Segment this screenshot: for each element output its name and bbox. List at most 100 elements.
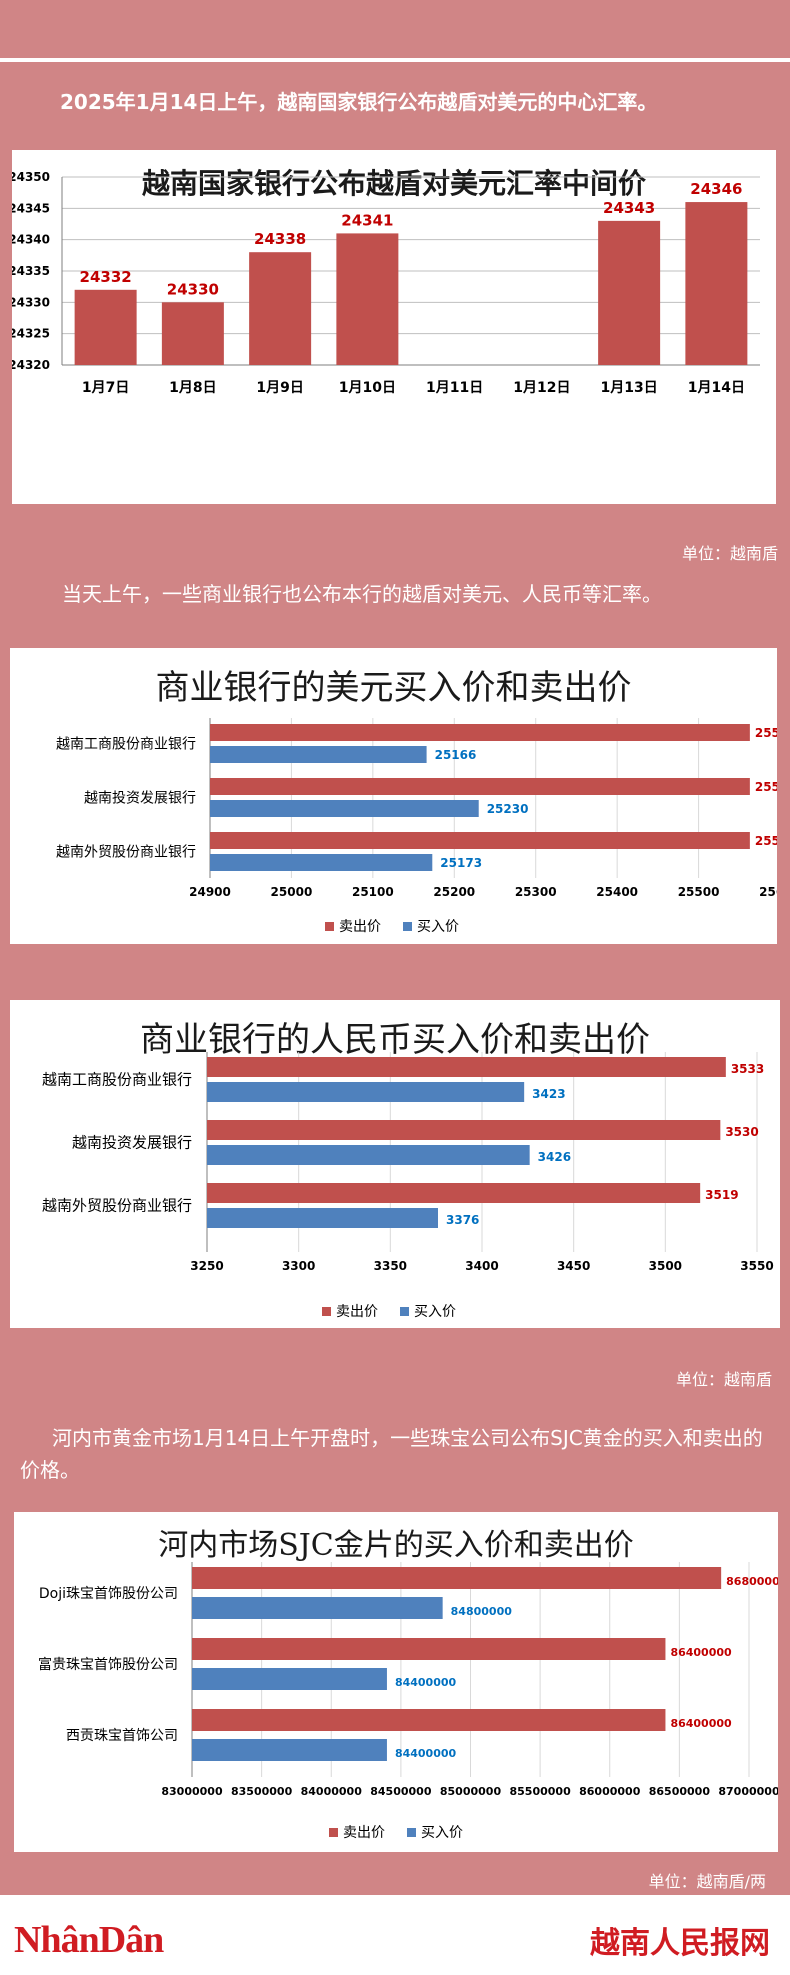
gold-price-chart-title: 河内市场SJC金片的买入价和卖出价 [158, 1528, 634, 1563]
x-tick-label: 3500 [649, 1259, 682, 1273]
y-tick-label: 24345 [12, 201, 50, 215]
bar [74, 289, 137, 365]
sell-data-label: 3530 [725, 1125, 758, 1139]
legend-buy-swatch [403, 922, 412, 931]
sell-bar [210, 832, 750, 849]
y-tick-label: 24325 [12, 327, 50, 341]
x-tick-label: 1月10日 [339, 380, 396, 396]
category-label: 越南投资发展银行 [84, 791, 196, 807]
sell-bar [192, 1709, 666, 1731]
bar [685, 202, 748, 365]
x-tick-label: 83000000 [161, 1785, 223, 1798]
legend-buy-label: 买入价 [417, 919, 459, 935]
data-label: 24330 [167, 280, 219, 298]
x-tick-label: 1月12日 [513, 380, 570, 396]
usd-rate-chart-panel: 商业银行的美元买入价和卖出价 24900 25000 25100 25200 25300… [10, 648, 777, 944]
sell-data-label: 25563 [755, 726, 777, 740]
x-tick-label: 1月7日 [82, 380, 129, 396]
buy-bar [192, 1739, 387, 1761]
category-label: 西贡珠宝首饰公司 [66, 1728, 178, 1744]
x-tick-label: 24900 [189, 885, 231, 899]
category-label: 越南工商股份商业银行 [56, 737, 196, 753]
buy-data-label: 25166 [435, 748, 477, 762]
gold-price-chart: 83000000 83500000 84000000 84500000 85000000… [38, 1562, 778, 1841]
buy-data-label: 25230 [487, 802, 529, 816]
legend-buy-swatch [407, 1828, 416, 1837]
unit-label-1: 单位：越南盾 [681, 544, 778, 563]
x-tick-label: 25000 [271, 885, 313, 899]
x-tick-label: 3450 [557, 1259, 590, 1273]
x-tick-label: 84500000 [370, 1785, 432, 1798]
sell-data-label: 25563 [755, 780, 777, 794]
y-tick-label: 24350 [12, 170, 50, 184]
x-tick-label: 1月11日 [426, 380, 483, 396]
sell-data-label: 86400000 [670, 1717, 732, 1730]
footer-bar [0, 1895, 790, 1975]
cny-rate-chart-title: 商业银行的人民币买入价和卖出价 [140, 1020, 650, 1060]
buy-bar [210, 800, 479, 817]
cny-rate-chart: 3250 3300 3350 3400 3450 3500 3550 越南工商股份商业银行 35… [42, 1052, 774, 1320]
bar [249, 252, 312, 365]
cny-rate-chart-panel: 商业银行的人民币买入价和卖出价 3250 3300 3350 3400 3450 3500… [10, 1000, 780, 1328]
usd-rate-chart-title: 商业银行的美元买入价和卖出价 [155, 668, 632, 708]
x-tick-label: 25300 [515, 885, 557, 899]
legend-sell-swatch [325, 922, 334, 931]
site-logo[interactable]: 越南人民报网 [590, 1926, 770, 1961]
category-label: 越南投资发展银行 [72, 1134, 192, 1152]
category-label: 越南工商股份商业银行 [42, 1071, 192, 1089]
legend-buy-swatch [400, 1307, 409, 1316]
y-tick-label: 24335 [12, 264, 50, 278]
bar [161, 302, 224, 365]
sell-bar [207, 1120, 721, 1140]
bar [336, 233, 399, 365]
sell-bar [192, 1567, 722, 1589]
x-tick-label: 1月13日 [601, 380, 658, 396]
x-tick-label: 1月9日 [256, 380, 303, 396]
sell-data-label: 86400000 [670, 1646, 732, 1659]
x-tick-label: 25400 [596, 885, 638, 899]
buy-data-label: 84800000 [451, 1605, 513, 1618]
data-label: 24346 [690, 180, 742, 198]
x-tick-label: 86000000 [579, 1785, 641, 1798]
x-tick-label: 85000000 [440, 1785, 502, 1798]
sell-data-label: 25563 [755, 834, 777, 848]
nhandan-logo[interactable]: NhânDân [14, 1919, 164, 1961]
x-tick-label: 87000000 [718, 1785, 778, 1798]
sell-bar [210, 778, 750, 795]
sell-bar [207, 1183, 701, 1203]
y-tick-label: 24340 [12, 233, 50, 247]
sell-data-label: 3519 [705, 1188, 738, 1202]
buy-data-label: 84400000 [395, 1747, 457, 1760]
x-tick-label: 25500 [678, 885, 720, 899]
intro-paragraph-3: 河内市黄金市场1月14日上午开盘时，一些珠宝公司公布SJC黄金的买入和卖出的价格… [20, 1426, 763, 1482]
x-tick-label: 84000000 [301, 1785, 363, 1798]
x-tick-label: 86500000 [649, 1785, 711, 1798]
legend-sell-swatch [329, 1828, 338, 1837]
buy-data-label: 84400000 [395, 1676, 457, 1689]
legend-sell-swatch [322, 1307, 331, 1316]
buy-bar [192, 1597, 443, 1619]
buy-bar [207, 1208, 438, 1228]
usd-rate-chart: 24900 25000 25100 25200 25300 25400 25500 25600… [56, 718, 777, 935]
buy-data-label: 3426 [538, 1150, 571, 1164]
legend-buy-label: 买入价 [414, 1304, 456, 1320]
x-tick-label: 83500000 [231, 1785, 293, 1798]
sell-bar [192, 1638, 666, 1660]
x-tick-label: 3550 [740, 1259, 773, 1273]
unit-label-3: 单位：越南盾/两 [648, 1872, 766, 1891]
category-label: 越南外贸股份商业银行 [42, 1197, 192, 1215]
sell-bar [207, 1057, 726, 1077]
sell-data-label: 3533 [731, 1062, 764, 1076]
legend-sell-label: 卖出价 [339, 919, 381, 935]
y-tick-label: 24330 [12, 295, 50, 309]
buy-bar [210, 746, 427, 763]
x-tick-label: 1月8日 [169, 380, 216, 396]
category-label: Doji珠宝首饰股份公司 [39, 1586, 178, 1602]
central-rate-chart-title: 越南国家银行公布越盾对美元汇率中间价 [141, 167, 646, 200]
top-divider [0, 58, 790, 62]
x-tick-label: 3250 [190, 1259, 223, 1273]
buy-data-label: 3423 [532, 1087, 565, 1101]
x-tick-label: 25200 [433, 885, 475, 899]
x-tick-label: 25100 [352, 885, 394, 899]
legend-sell-label: 卖出价 [343, 1825, 385, 1841]
